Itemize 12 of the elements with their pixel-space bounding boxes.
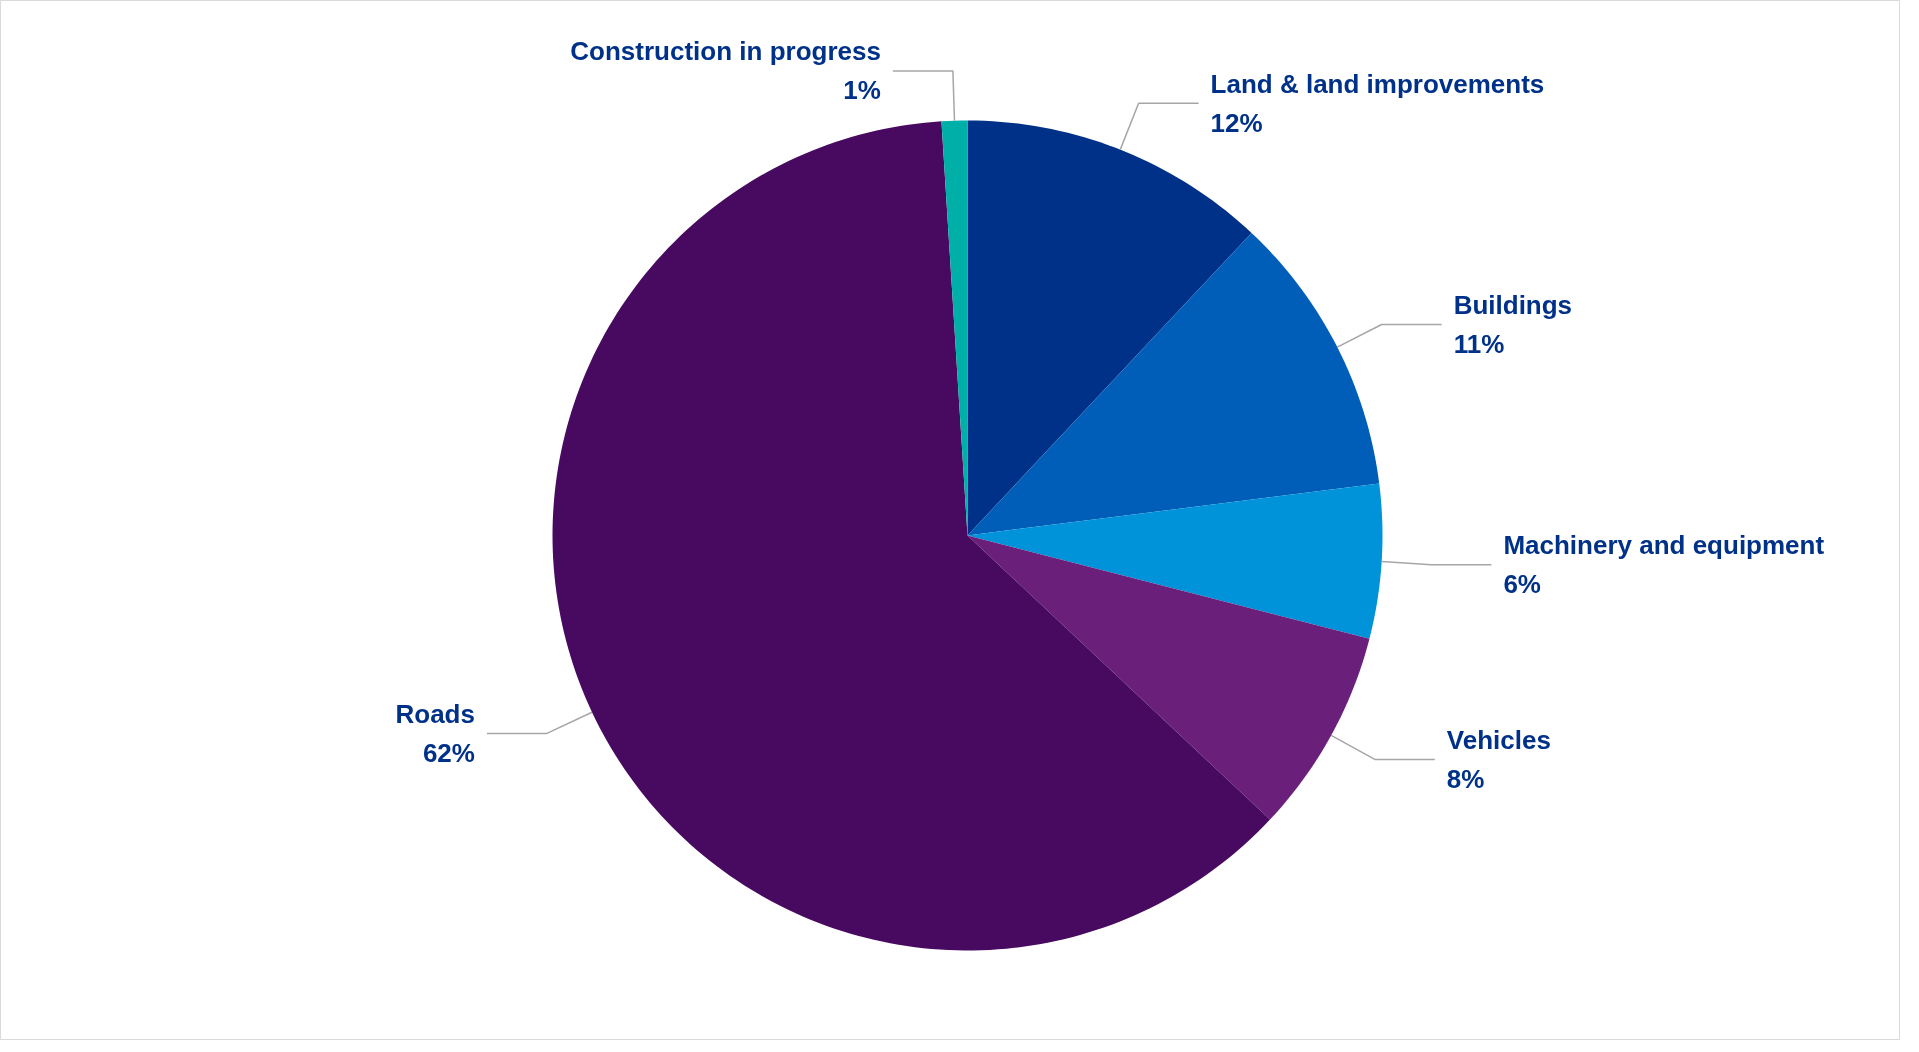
slice-label: Vehicles [1446, 724, 1551, 755]
slice-label: Construction in progress [570, 36, 881, 67]
data-label: 6% [1503, 569, 1541, 600]
data-label: 62% [422, 737, 475, 768]
slice-label: Buildings [1453, 289, 1573, 320]
slice-label: Machinery and equipment [1503, 530, 1825, 561]
slice-label: Roads [395, 698, 475, 729]
data-label: 1% [843, 75, 881, 106]
slice-label: Land & land improvements [1210, 68, 1545, 99]
data-label: 8% [1446, 763, 1485, 794]
data-label: 12% [1210, 107, 1263, 138]
data-label: 11% [1453, 328, 1505, 359]
